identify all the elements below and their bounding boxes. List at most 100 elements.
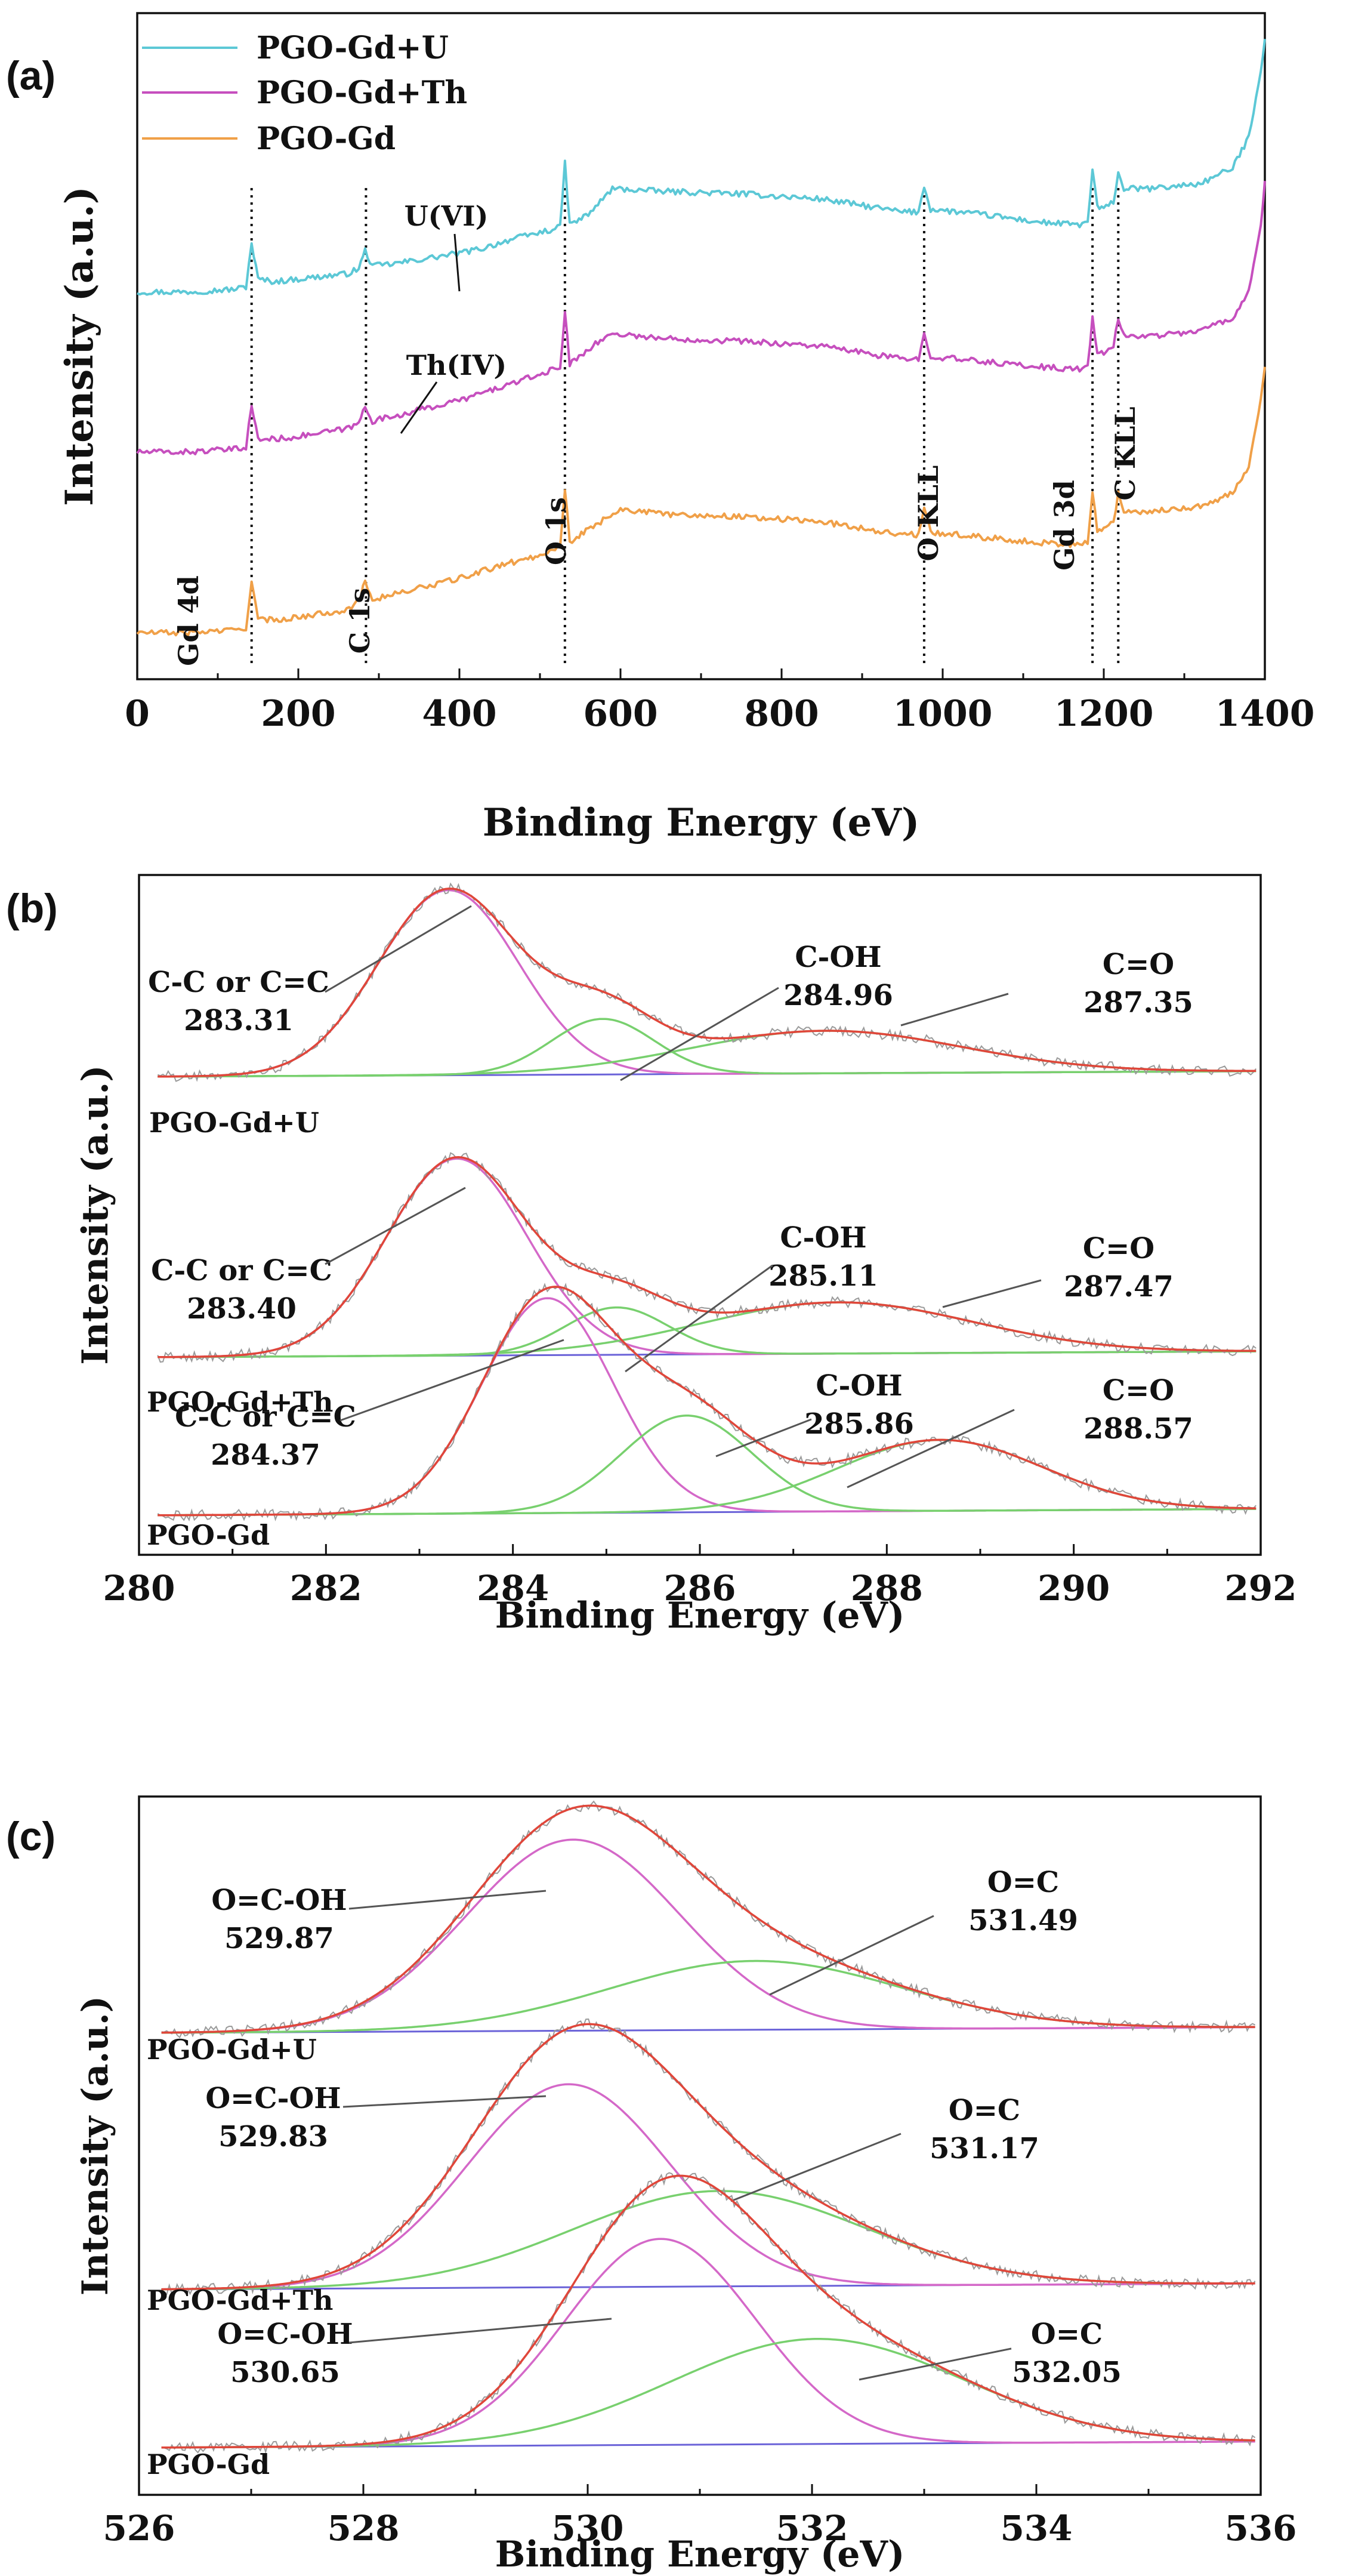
- spectrum-line-3: [136, 366, 1266, 637]
- peak-value-label: 284.96: [783, 979, 893, 1012]
- fit-envelope-line: [161, 1804, 1255, 2034]
- raw-data-line: [161, 1800, 1256, 2039]
- annotation-leader: [859, 2347, 1012, 2381]
- x-tick-label: 1000: [893, 693, 993, 735]
- x-tick-label: 292: [1224, 1568, 1296, 1609]
- x-tick-label: 532: [776, 2508, 848, 2549]
- peak-value-label: 285.86: [804, 1407, 914, 1441]
- panel-label: (c): [6, 1814, 55, 1859]
- fit-envelope-line: [158, 1156, 1257, 1358]
- sample-label: PGO-Gd: [147, 1519, 270, 1551]
- peak-label: C KLL: [1109, 406, 1141, 500]
- peak-name-label: O=C: [1031, 2318, 1103, 2351]
- peak-name-label: C-OH: [816, 1369, 902, 1403]
- peak-value-label: 283.31: [184, 1004, 294, 1037]
- annotation-leader: [348, 1890, 547, 1910]
- x-tick-label: 530: [551, 2508, 623, 2549]
- x-axis-label: Binding Energy (eV): [495, 2534, 905, 2575]
- peak-value-label: 529.87: [224, 1922, 334, 1955]
- x-tick-label: 1200: [1054, 693, 1154, 735]
- x-axis-label: Binding Energy (eV): [495, 1595, 905, 1637]
- panel-c-o1s-chart: 526 528 530 532 534 536 Binding Energy (eV) Int…: [6, 1795, 1297, 2575]
- peak-name-label: O=C-OH: [205, 2082, 341, 2115]
- peak-name-label: O=C: [949, 2094, 1020, 2127]
- x-tick-label: 528: [327, 2508, 399, 2549]
- x-tick-label: 600: [583, 693, 657, 735]
- annotation-leader: [620, 987, 779, 1081]
- annotation-label: U(VI): [405, 200, 489, 232]
- x-tick-label: 1400: [1215, 693, 1315, 735]
- x-axis-label: Binding Energy (eV): [483, 800, 919, 845]
- panel-label: (a): [6, 53, 55, 98]
- raw-data-line: [160, 2018, 1256, 2295]
- legend-entry: PGO-Gd+U: [257, 30, 449, 66]
- sample-label: PGO-Gd+Th: [147, 2284, 333, 2316]
- sample-label: PGO-Gd: [147, 2448, 270, 2481]
- peak-value-label: 529.83: [218, 2120, 328, 2153]
- peak-value-label: 531.49: [968, 1904, 1078, 1937]
- x-tick-label: 282: [290, 1568, 362, 1609]
- peak-value-label: 284.37: [211, 1438, 320, 1472]
- y-axis-label: Intensity (a.u.): [75, 1065, 116, 1364]
- peak-value-label: 285.11: [768, 1259, 878, 1293]
- peak-name-label: C=O: [1083, 1232, 1154, 1265]
- annotation-leader: [625, 1264, 773, 1373]
- peak-value-label: 287.47: [1064, 1270, 1174, 1304]
- spectrum-line-2: [136, 181, 1266, 455]
- panel-b-c1s-chart: 280 282 284 286 288 290 292 Binding Energy (eV)…: [6, 874, 1297, 1637]
- x-tick-label: 288: [851, 1568, 923, 1609]
- peak-name-label: C=O: [1103, 1374, 1174, 1407]
- peak-name-label: O=C-OH: [217, 2318, 353, 2351]
- fit-envelope-line: [158, 888, 1257, 1078]
- x-tick-label: 284: [477, 1568, 549, 1609]
- raw-data-line: [157, 882, 1257, 1082]
- sample-label: PGO-Gd+U: [147, 2033, 317, 2066]
- spectrum-line-1: [137, 39, 1266, 296]
- y-axis-label: Intensity (a.u.): [75, 1996, 116, 2295]
- annotation-leader: [400, 381, 438, 434]
- annotation-leader: [730, 2133, 902, 2202]
- annotation-leader: [942, 1279, 1042, 1308]
- peak-label: O 1s: [540, 497, 572, 565]
- x-tick-label: 400: [422, 693, 496, 735]
- peak-value-label: 283.40: [187, 1292, 297, 1326]
- fit-envelope-line: [161, 2023, 1255, 2291]
- fit-envelope-line: [158, 1286, 1257, 1517]
- legend-entry: PGO-Gd: [257, 121, 396, 157]
- x-tick-label: 280: [103, 1568, 175, 1609]
- peak-value-label: 287.35: [1083, 986, 1193, 1019]
- peak-label: Gd 3d: [1048, 480, 1080, 571]
- x-tick-label: 526: [103, 2508, 175, 2549]
- annotation-leader: [325, 1187, 466, 1265]
- y-axis-label: Intensity (a.u.): [57, 186, 102, 506]
- annotation-leader: [339, 1339, 564, 1422]
- sample-label: PGO-Gd+U: [149, 1107, 319, 1139]
- x-tick-label: 290: [1038, 1568, 1110, 1609]
- peak-name-label: C-C or C=C: [148, 966, 329, 999]
- annotation-leader: [715, 1418, 812, 1458]
- annotation-leader: [325, 905, 472, 993]
- peak-value-label: 530.65: [230, 2356, 340, 2389]
- peak-name-label: C-OH: [780, 1221, 866, 1255]
- peak-name-label: C=O: [1103, 948, 1174, 981]
- component-peak-3: [158, 1438, 1257, 1517]
- peak-label: C 1s: [344, 588, 376, 654]
- peak-label: O KLL: [912, 466, 944, 562]
- annotation-leader: [847, 1409, 1015, 1489]
- x-tick-label: 534: [1000, 2508, 1072, 2549]
- annotation-label: Th(IV): [406, 349, 507, 381]
- peak-label: Gd 4d: [172, 575, 205, 666]
- x-tick-label: 800: [744, 693, 819, 735]
- component-peak-2: [161, 1959, 1255, 2034]
- annotation-leader: [348, 2318, 612, 2344]
- x-tick-label: 286: [663, 1568, 736, 1609]
- component-peak-1: [161, 2083, 1255, 2291]
- x-tick-label: 200: [261, 693, 335, 735]
- peak-name-label: C-C or C=C: [175, 1400, 356, 1434]
- fit-envelope-line: [161, 2174, 1255, 2449]
- raw-data-line: [157, 1283, 1257, 1522]
- peak-name-label: O=C: [987, 1866, 1059, 1899]
- component-peak-1: [161, 1838, 1255, 2034]
- sample-label: PGO-Gd+Th: [147, 1386, 333, 1418]
